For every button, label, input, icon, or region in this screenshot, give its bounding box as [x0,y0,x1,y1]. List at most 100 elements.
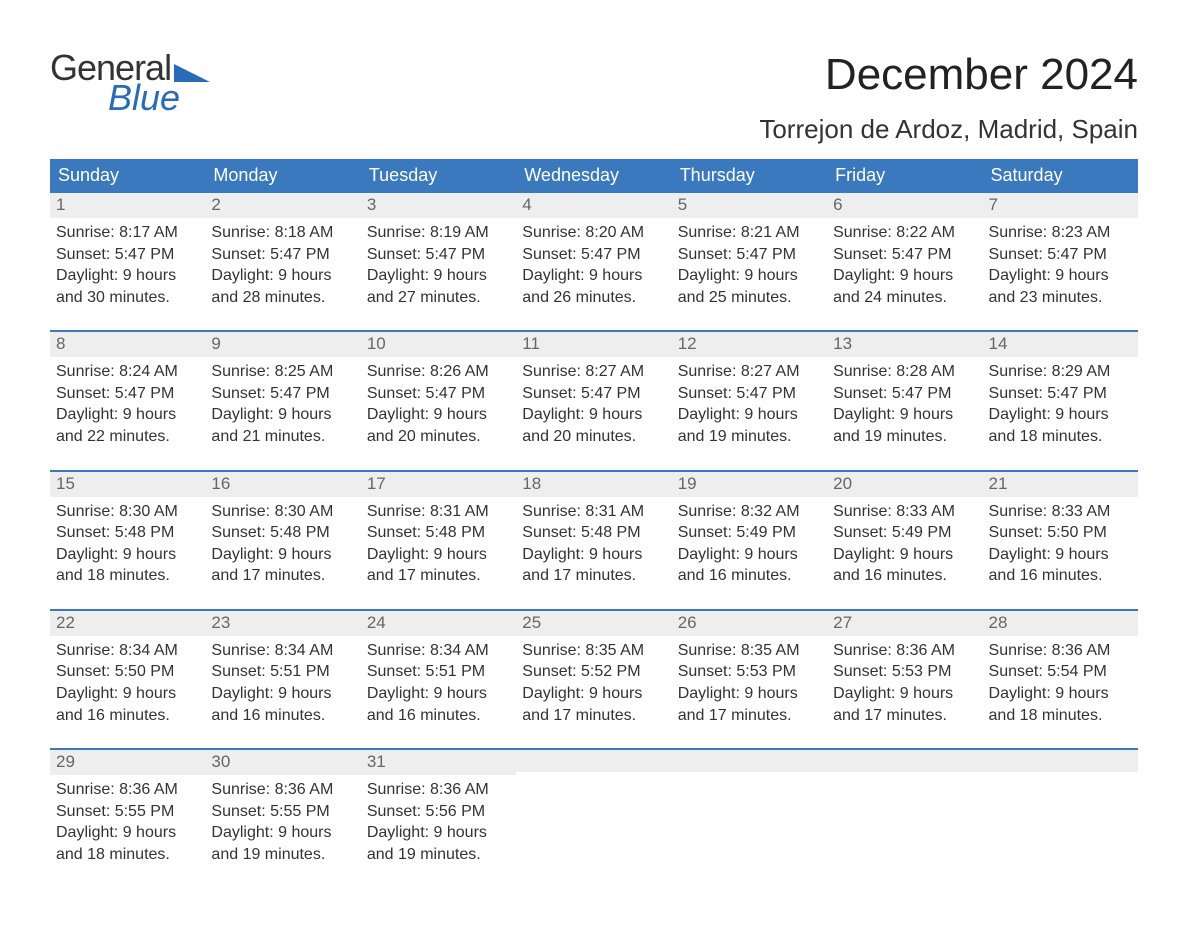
day-body: Sunrise: 8:36 AMSunset: 5:53 PMDaylight:… [827,636,982,726]
daylight-line1: Daylight: 9 hours [211,544,354,566]
day-cell: 26Sunrise: 8:35 AMSunset: 5:53 PMDayligh… [672,611,827,726]
day-number: 3 [361,193,516,218]
sunrise-text: Sunrise: 8:31 AM [522,501,665,523]
sunset-text: Sunset: 5:47 PM [989,383,1132,405]
sunrise-text: Sunrise: 8:20 AM [522,222,665,244]
day-cell: 14Sunrise: 8:29 AMSunset: 5:47 PMDayligh… [983,332,1138,447]
daylight-line1: Daylight: 9 hours [989,544,1132,566]
week-row: 29Sunrise: 8:36 AMSunset: 5:55 PMDayligh… [50,748,1138,887]
sunset-text: Sunset: 5:47 PM [989,244,1132,266]
sunrise-text: Sunrise: 8:23 AM [989,222,1132,244]
day-body: Sunrise: 8:31 AMSunset: 5:48 PMDaylight:… [361,497,516,587]
sunrise-text: Sunrise: 8:36 AM [211,779,354,801]
daylight-line1: Daylight: 9 hours [367,544,510,566]
daylight-line1: Daylight: 9 hours [678,544,821,566]
day-cell: 6Sunrise: 8:22 AMSunset: 5:47 PMDaylight… [827,193,982,308]
sunrise-text: Sunrise: 8:34 AM [367,640,510,662]
sunrise-text: Sunrise: 8:36 AM [367,779,510,801]
sunset-text: Sunset: 5:56 PM [367,801,510,823]
weekday-label: Friday [827,159,982,193]
week-row: 1Sunrise: 8:17 AMSunset: 5:47 PMDaylight… [50,193,1138,330]
day-number: 23 [205,611,360,636]
day-number: 14 [983,332,1138,357]
daylight-line1: Daylight: 9 hours [833,683,976,705]
day-cell [827,750,982,865]
day-body: Sunrise: 8:21 AMSunset: 5:47 PMDaylight:… [672,218,827,308]
day-body: Sunrise: 8:34 AMSunset: 5:51 PMDaylight:… [205,636,360,726]
day-body: Sunrise: 8:29 AMSunset: 5:47 PMDaylight:… [983,357,1138,447]
daylight-line2: and 18 minutes. [56,565,199,587]
day-cell: 16Sunrise: 8:30 AMSunset: 5:48 PMDayligh… [205,472,360,587]
daylight-line2: and 20 minutes. [522,426,665,448]
page: General Blue December 2024 Torrejon de A… [0,0,1188,928]
day-number: 24 [361,611,516,636]
day-cell: 10Sunrise: 8:26 AMSunset: 5:47 PMDayligh… [361,332,516,447]
daylight-line1: Daylight: 9 hours [989,683,1132,705]
day-body: Sunrise: 8:36 AMSunset: 5:55 PMDaylight:… [50,775,205,865]
day-cell: 19Sunrise: 8:32 AMSunset: 5:49 PMDayligh… [672,472,827,587]
weekday-label: Saturday [983,159,1138,193]
day-body: Sunrise: 8:33 AMSunset: 5:50 PMDaylight:… [983,497,1138,587]
week-row: 22Sunrise: 8:34 AMSunset: 5:50 PMDayligh… [50,609,1138,748]
sunrise-text: Sunrise: 8:21 AM [678,222,821,244]
day-body: Sunrise: 8:34 AMSunset: 5:51 PMDaylight:… [361,636,516,726]
sunrise-text: Sunrise: 8:31 AM [367,501,510,523]
daylight-line1: Daylight: 9 hours [211,265,354,287]
day-cell: 28Sunrise: 8:36 AMSunset: 5:54 PMDayligh… [983,611,1138,726]
daylight-line1: Daylight: 9 hours [56,404,199,426]
sunrise-text: Sunrise: 8:18 AM [211,222,354,244]
daylight-line1: Daylight: 9 hours [522,404,665,426]
day-number: 17 [361,472,516,497]
day-number: 21 [983,472,1138,497]
daylight-line1: Daylight: 9 hours [367,822,510,844]
sunset-text: Sunset: 5:55 PM [211,801,354,823]
daylight-line1: Daylight: 9 hours [211,822,354,844]
sunset-text: Sunset: 5:51 PM [211,661,354,683]
day-number: 29 [50,750,205,775]
day-body: Sunrise: 8:17 AMSunset: 5:47 PMDaylight:… [50,218,205,308]
day-number: 30 [205,750,360,775]
day-number: 6 [827,193,982,218]
sunset-text: Sunset: 5:48 PM [367,522,510,544]
day-body: Sunrise: 8:27 AMSunset: 5:47 PMDaylight:… [672,357,827,447]
day-cell: 2Sunrise: 8:18 AMSunset: 5:47 PMDaylight… [205,193,360,308]
sunset-text: Sunset: 5:54 PM [989,661,1132,683]
day-cell [983,750,1138,865]
daylight-line1: Daylight: 9 hours [522,544,665,566]
month-title: December 2024 [759,50,1138,100]
sunset-text: Sunset: 5:51 PM [367,661,510,683]
sunrise-text: Sunrise: 8:33 AM [989,501,1132,523]
daylight-line2: and 25 minutes. [678,287,821,309]
sunrise-text: Sunrise: 8:36 AM [56,779,199,801]
daylight-line1: Daylight: 9 hours [211,683,354,705]
weekday-label: Thursday [672,159,827,193]
sunset-text: Sunset: 5:47 PM [56,383,199,405]
day-body: Sunrise: 8:26 AMSunset: 5:47 PMDaylight:… [361,357,516,447]
daylight-line1: Daylight: 9 hours [678,404,821,426]
day-number: 9 [205,332,360,357]
day-cell: 13Sunrise: 8:28 AMSunset: 5:47 PMDayligh… [827,332,982,447]
sunset-text: Sunset: 5:49 PM [833,522,976,544]
daylight-line2: and 19 minutes. [678,426,821,448]
daylight-line2: and 17 minutes. [678,705,821,727]
daylight-line1: Daylight: 9 hours [367,265,510,287]
day-cell: 22Sunrise: 8:34 AMSunset: 5:50 PMDayligh… [50,611,205,726]
day-cell: 12Sunrise: 8:27 AMSunset: 5:47 PMDayligh… [672,332,827,447]
day-cell: 29Sunrise: 8:36 AMSunset: 5:55 PMDayligh… [50,750,205,865]
daylight-line2: and 27 minutes. [367,287,510,309]
daylight-line2: and 16 minutes. [833,565,976,587]
day-cell: 30 Sunrise: 8:36 AMSunset: 5:55 PMDayligh… [205,750,360,865]
day-body: Sunrise: 8:18 AMSunset: 5:47 PMDaylight:… [205,218,360,308]
sunset-text: Sunset: 5:52 PM [522,661,665,683]
day-body: Sunrise: 8:19 AMSunset: 5:47 PMDaylight:… [361,218,516,308]
day-cell: 8Sunrise: 8:24 AMSunset: 5:47 PMDaylight… [50,332,205,447]
daylight-line1: Daylight: 9 hours [989,265,1132,287]
sunrise-text: Sunrise: 8:24 AM [56,361,199,383]
header: General Blue December 2024 Torrejon de A… [50,50,1138,145]
sunset-text: Sunset: 5:47 PM [211,244,354,266]
sunrise-text: Sunrise: 8:30 AM [211,501,354,523]
sunset-text: Sunset: 5:47 PM [56,244,199,266]
sunrise-text: Sunrise: 8:22 AM [833,222,976,244]
sunrise-text: Sunrise: 8:26 AM [367,361,510,383]
day-number: 11 [516,332,671,357]
